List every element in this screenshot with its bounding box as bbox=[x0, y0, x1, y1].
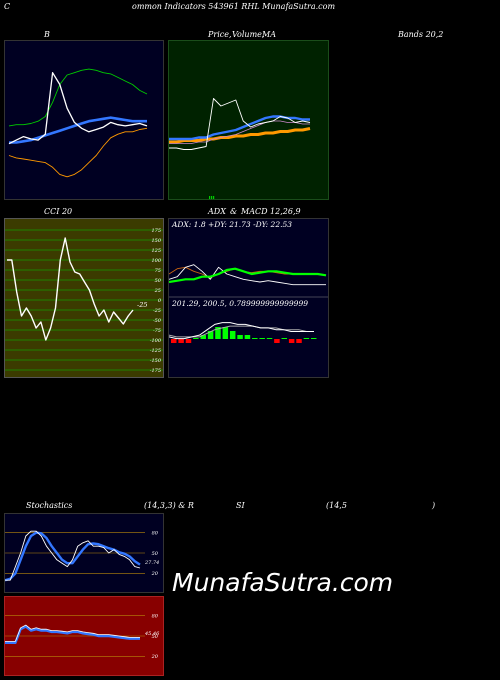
cci-title: CCI 20 bbox=[44, 207, 73, 216]
bb-lower-line bbox=[8, 127, 148, 178]
price-line bbox=[169, 98, 311, 150]
rsi-tick-label: 80 bbox=[152, 613, 159, 619]
stoch-chart: 80 50 20 27.74 bbox=[5, 530, 159, 582]
macd-line bbox=[169, 322, 314, 340]
cci-tick-label: -100 bbox=[150, 338, 162, 344]
rsi-title: SI bbox=[236, 501, 245, 510]
macd-histogram-bar bbox=[288, 339, 295, 343]
adx-title: ADX bbox=[208, 207, 226, 216]
bands-title: Bands 20,2 bbox=[398, 30, 444, 39]
rsi-close: ) bbox=[432, 501, 436, 510]
cci-tick-label: 25 bbox=[154, 288, 161, 294]
macd-histogram-bar bbox=[193, 338, 199, 339]
volume-bar bbox=[211, 196, 213, 199]
stoch-tick-label: 50 bbox=[152, 551, 159, 557]
header-c: C bbox=[4, 2, 11, 11]
macd-histogram-bar bbox=[200, 335, 206, 339]
cci-tick-label: -50 bbox=[153, 318, 162, 324]
bb-price-line bbox=[8, 72, 148, 145]
adx-macd-panel: ADX: 1.8 +DY: 21.73 -DY: 22.53 201.29, 20… bbox=[168, 218, 329, 378]
price-title: Price, bbox=[208, 30, 232, 39]
rsi-tick-label: 50 bbox=[152, 634, 159, 640]
bollinger-panel bbox=[4, 40, 164, 200]
macd-histogram-bar bbox=[252, 338, 258, 339]
macd-histogram-bar bbox=[222, 327, 229, 339]
cci-panel: 175 150 125 100 75 50 25 0 -25 -50 -75 -100 -125 -150… bbox=[4, 218, 164, 378]
macd-histogram-bar bbox=[303, 338, 310, 339]
adx-amp: & bbox=[230, 207, 238, 216]
plus-dy-line bbox=[169, 264, 326, 286]
cci-chart: 175 150 125 100 75 50 25 0 -25 -50 -75 -100 -125 -150… bbox=[5, 228, 163, 374]
cci-tick-label: 125 bbox=[151, 248, 161, 254]
macd-histogram-bar bbox=[259, 338, 265, 339]
stoch-d-line bbox=[5, 531, 141, 582]
stoch-title: Stochastics bbox=[26, 501, 73, 510]
cci-line bbox=[7, 237, 134, 341]
macd-histogram-bar bbox=[229, 331, 236, 339]
rsi-params: (14,5 bbox=[326, 501, 347, 510]
macd-histogram-bar bbox=[266, 338, 273, 339]
stoch-k-line bbox=[5, 530, 141, 581]
stoch-tick-label: 20 bbox=[151, 571, 159, 577]
cci-tick-label: -150 bbox=[150, 358, 162, 364]
bb-upper-line bbox=[8, 68, 148, 127]
macd-title: MACD 12,26,9 bbox=[241, 207, 301, 216]
cci-last-label: -25 bbox=[137, 301, 147, 309]
cci-tick-label: -75 bbox=[153, 328, 161, 334]
rsi-last-label: 45.46 bbox=[144, 631, 160, 637]
macd-histogram-bar bbox=[274, 339, 280, 343]
cci-tick-label: -175 bbox=[150, 368, 161, 374]
volume-title: Volume, bbox=[232, 30, 265, 39]
bollinger-chart bbox=[8, 68, 148, 178]
cci-tick-label: 150 bbox=[151, 238, 161, 244]
cci-tick-label: 0 bbox=[158, 298, 162, 304]
bollinger-title: B bbox=[44, 30, 50, 39]
macd-histogram-bar bbox=[237, 335, 243, 339]
stoch-tick-label: 80 bbox=[152, 530, 159, 536]
rsi-panel: 80 50 20 45.46 bbox=[4, 596, 164, 676]
rsi-tick-label: 20 bbox=[151, 654, 159, 660]
cci-tick-label: 100 bbox=[151, 258, 161, 264]
rsi-line bbox=[5, 624, 140, 642]
page-title: ommon Indicators 543961 RHL MunafaSutra.… bbox=[132, 2, 336, 11]
adx-macd-chart: ADX: 1.8 +DY: 21.73 -DY: 22.53 201.29, 20… bbox=[169, 220, 328, 343]
long-ma-line bbox=[169, 127, 311, 144]
cci-tick-label: -25 bbox=[153, 308, 161, 314]
stoch-last-label: 27.74 bbox=[144, 560, 159, 566]
cci-tick-label: 50 bbox=[155, 278, 162, 284]
cci-tick-label: 175 bbox=[151, 228, 161, 234]
watermark: MunafaSutra.com bbox=[172, 568, 394, 597]
rsi-chart: 80 50 20 45.46 bbox=[5, 613, 160, 660]
cci-tick-label: -125 bbox=[150, 348, 161, 354]
macd-histogram-bar bbox=[207, 331, 214, 339]
adx-label: ADX: 1.8 +DY: 21.73 -DY: 22.53 bbox=[171, 220, 292, 229]
price-chart bbox=[169, 98, 311, 199]
macd-histogram-bar bbox=[185, 339, 192, 343]
cci-tick-label: 75 bbox=[155, 268, 161, 274]
stoch-panel: 80 50 20 27.74 bbox=[4, 513, 164, 593]
mid-ma-line bbox=[169, 120, 310, 144]
price-panel bbox=[168, 40, 329, 200]
macd-histogram-bar bbox=[281, 338, 288, 339]
macd-histogram-bar bbox=[311, 338, 317, 339]
macd-histogram-bar bbox=[244, 335, 251, 339]
macd-histogram-bar bbox=[171, 339, 177, 343]
rsi-ma-line bbox=[5, 625, 140, 644]
stoch-params: (14,3,3) & R bbox=[144, 501, 194, 510]
volume-bar bbox=[209, 196, 211, 199]
volume-bar bbox=[213, 196, 215, 199]
macd-histogram-bar bbox=[296, 339, 302, 343]
ma-title: MA bbox=[262, 30, 276, 39]
macd-histogram-bar bbox=[215, 327, 221, 339]
macd-label: 201.29, 200.5, 0.789999999999999 bbox=[171, 299, 308, 308]
macd-histogram-bar bbox=[178, 339, 184, 343]
adx-line bbox=[169, 267, 327, 284]
